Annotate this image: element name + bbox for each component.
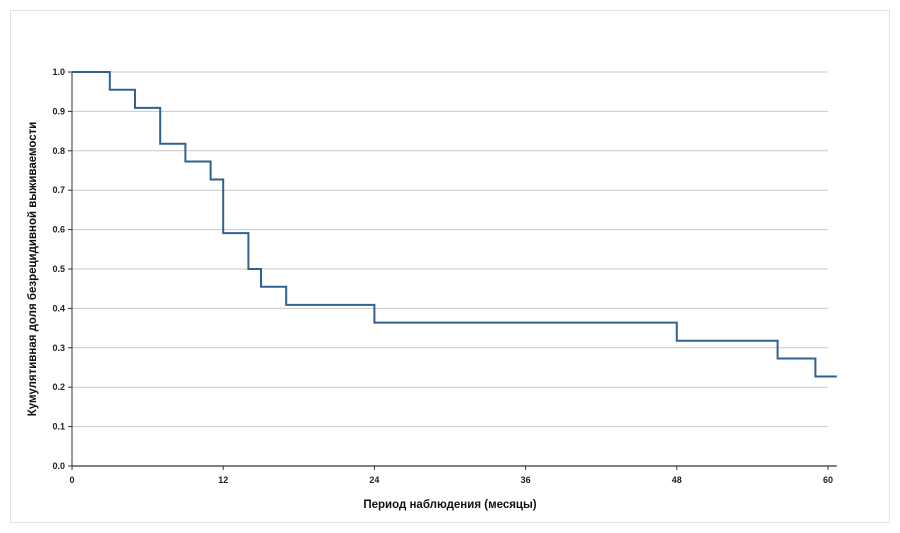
survival-step-line (72, 71, 837, 378)
y-tick-label: 0.0 (52, 461, 65, 471)
grid-lines (72, 71, 828, 428)
y-tick-label: 1.0 (52, 67, 65, 77)
y-tick-label: 0.8 (52, 146, 65, 156)
x-tick-label: 12 (218, 475, 228, 485)
x-tick-label: 36 (521, 475, 531, 485)
chart-frame (10, 10, 890, 523)
axes (68, 71, 837, 470)
y-tick-label: 0.7 (52, 185, 65, 195)
y-tick-label: 0.3 (52, 343, 65, 353)
y-tick-label: 0.4 (52, 303, 65, 313)
y-tick-label: 0.9 (52, 106, 65, 116)
x-tick-label: 24 (369, 475, 379, 485)
x-tick-labels: 0 12 24 36 48 60 (69, 475, 833, 485)
y-tick-label: 0.6 (52, 225, 65, 235)
y-axis-title: Кумулятивная доля безрецидивной выживаем… (27, 122, 39, 417)
y-tick-label: 0.1 (52, 422, 65, 432)
x-tick-label: 0 (69, 475, 74, 485)
y-tick-label: 0.5 (52, 264, 65, 274)
y-tick-labels: 0.0 0.1 0.2 0.3 0.4 0.5 0.6 0.7 0.8 0.9 1.0 (52, 67, 65, 471)
x-tick-label: 60 (823, 475, 833, 485)
y-tick-label: 0.2 (52, 382, 65, 392)
x-tick-label: 48 (672, 475, 682, 485)
x-axis-title: Период наблюдения (месяцы) (363, 499, 536, 511)
